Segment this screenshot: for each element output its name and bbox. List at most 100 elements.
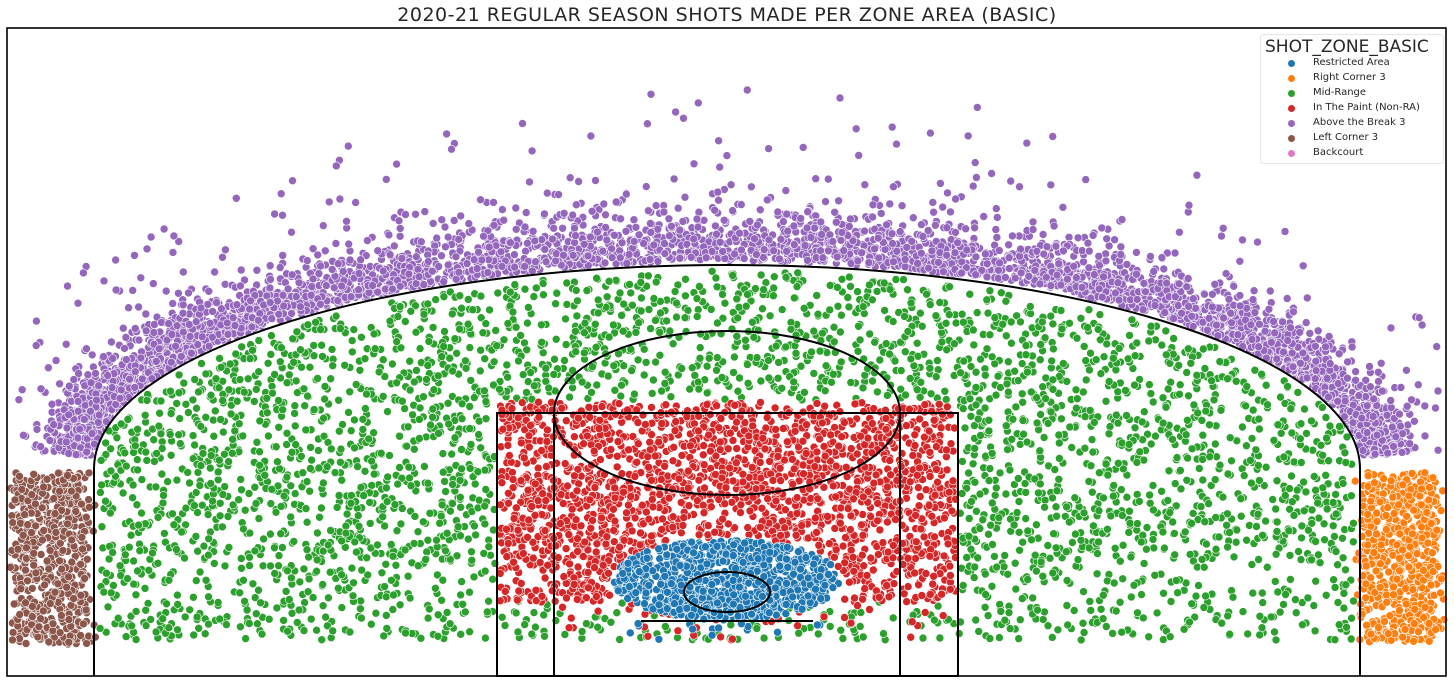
shot-point (853, 256, 863, 266)
shot-point (868, 200, 878, 210)
shot-point (1395, 409, 1404, 419)
shot-point (63, 471, 72, 480)
shot-point (680, 192, 690, 202)
shot-point (210, 267, 219, 277)
shot-point (1362, 428, 1372, 437)
shot-point (1235, 256, 1245, 266)
shot-point (13, 544, 23, 554)
shot-point (354, 269, 364, 278)
shot-point (218, 252, 227, 262)
shot-point (844, 222, 854, 231)
shot-point (451, 274, 461, 284)
shot-point (107, 337, 116, 347)
shot-point (172, 321, 182, 331)
shot-point (157, 318, 166, 327)
shot-point (108, 354, 117, 363)
shot-point (531, 257, 540, 267)
shot-point (79, 268, 88, 278)
shot-point (91, 369, 100, 378)
shot-point (900, 255, 910, 264)
shot-point (1006, 176, 1016, 186)
shot-point (29, 560, 39, 570)
shot-point (646, 219, 655, 228)
shot-point (31, 568, 41, 578)
shot-point (1295, 327, 1304, 337)
shot-point (236, 281, 245, 291)
shot-point (591, 176, 600, 185)
shot-point (45, 599, 55, 608)
shot-point (1175, 228, 1184, 237)
shot-point (660, 249, 670, 258)
shot-point (296, 302, 305, 312)
shot-point (462, 259, 472, 268)
shot-point (477, 255, 487, 265)
shot-point (288, 176, 297, 185)
shot-point (1311, 341, 1320, 351)
shot-point (18, 530, 28, 540)
shot-point (1139, 279, 1149, 288)
shot-point (554, 190, 563, 199)
shot-point (266, 275, 275, 284)
shot-point (15, 610, 25, 619)
shot-point (851, 124, 861, 134)
shot-point (223, 330, 233, 339)
shot-point (342, 217, 351, 226)
shot-point (1081, 175, 1090, 184)
shot-point (646, 228, 656, 237)
shot-point (1414, 380, 1423, 390)
shot-point (747, 182, 756, 192)
shot-point (599, 199, 609, 209)
shot-point (395, 224, 405, 233)
shot-point (55, 486, 64, 496)
shot-point (1238, 235, 1247, 245)
shot-point (1250, 308, 1260, 317)
shot-point (511, 203, 521, 213)
shot-point (276, 189, 286, 198)
shot-point (1322, 374, 1332, 383)
shot-point (987, 169, 996, 178)
shot-point (929, 207, 938, 217)
shot-point (667, 222, 676, 231)
shot-point (1049, 221, 1059, 231)
shot-point (73, 406, 83, 416)
shot-point (437, 251, 446, 260)
shot-point (885, 199, 895, 209)
shot-point (131, 367, 140, 377)
shot-point (982, 272, 992, 282)
shot-point (57, 611, 66, 620)
shot-point (17, 385, 27, 395)
shot-point (888, 239, 897, 248)
shot-point (1378, 386, 1387, 396)
shot-point (1303, 293, 1312, 303)
shot-point (764, 235, 774, 245)
shot-point (839, 246, 849, 255)
shot-point (64, 637, 74, 647)
shot-point (49, 420, 59, 429)
shot-point (308, 274, 318, 284)
shot-point (44, 564, 54, 574)
shot-point (1072, 273, 1081, 282)
shot-point (434, 262, 444, 271)
shot-point (82, 639, 91, 648)
shot-point (773, 207, 783, 217)
shot-point (392, 159, 401, 169)
shot-point (247, 322, 257, 332)
shot-point (559, 250, 568, 260)
shot-point (318, 221, 328, 230)
shot-point (78, 544, 87, 554)
shot-point (39, 526, 49, 535)
shot-point (1122, 260, 1132, 269)
shot-point (187, 348, 196, 358)
shot-point (337, 281, 347, 291)
shot-point (149, 328, 159, 337)
shot-point (712, 229, 721, 239)
shot-point (164, 319, 173, 328)
shot-point (1348, 418, 1358, 428)
shot-point (621, 227, 631, 236)
shot-point (892, 247, 902, 256)
shot-point (428, 219, 438, 228)
shot-point (1058, 203, 1068, 212)
shot-point (511, 225, 521, 234)
shot-point (1098, 292, 1107, 302)
shot-point (456, 211, 466, 221)
